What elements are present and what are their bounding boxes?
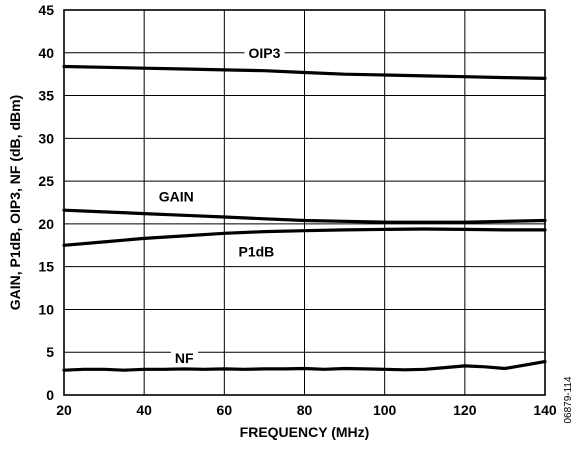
series-label-bg-nf	[170, 349, 199, 368]
series-label-nf: NF	[175, 350, 194, 366]
series-label-bg-p1db	[234, 242, 279, 261]
x-tick-label: 80	[297, 402, 313, 418]
series-curves	[62, 64, 547, 372]
y-tick-label: 20	[38, 216, 54, 232]
x-tick-label: 40	[136, 402, 152, 418]
series-label-p1db: P1dB	[239, 243, 275, 259]
y-tick-label: 10	[38, 301, 54, 317]
series-label-gain: GAIN	[159, 189, 194, 205]
series-label-oip3: OIP3	[248, 45, 280, 61]
series-line-gain	[62, 208, 547, 224]
x-axis-title: FREQUENCY (MHz)	[240, 424, 370, 440]
series-line-oip3	[62, 64, 547, 81]
series-label-bg-gain	[154, 187, 198, 206]
x-tick-label: 60	[217, 402, 233, 418]
y-tick-label: 15	[38, 259, 54, 275]
x-tick-label: 140	[533, 402, 557, 418]
y-axis-title: GAIN, P1dB, OIP3, NF (dB, dBm)	[7, 95, 23, 310]
y-tick-label: 40	[38, 45, 54, 61]
x-tick-label: 20	[56, 402, 72, 418]
series-label-bg-oip3	[244, 43, 285, 62]
series-labels: OIP3 GAIN P1dB NF	[154, 43, 285, 368]
x-tick-label: 100	[373, 402, 397, 418]
y-tick-label: 30	[38, 130, 54, 146]
tick-labels: 20 40 60 80 100 120 140 0 5 10 15 20 25 30 35 40 45	[38, 2, 556, 418]
figure-id: 06879-114	[563, 376, 574, 424]
y-tick-label: 0	[46, 387, 54, 403]
y-tick-label: 25	[38, 173, 54, 189]
series-line-nf	[62, 360, 547, 372]
y-tick-label: 5	[46, 344, 54, 360]
plot-frame	[63, 9, 546, 396]
y-tick-label: 45	[38, 2, 54, 18]
x-tick-label: 120	[453, 402, 477, 418]
series-line-p1db	[62, 227, 547, 247]
y-tick-label: 35	[38, 88, 54, 104]
